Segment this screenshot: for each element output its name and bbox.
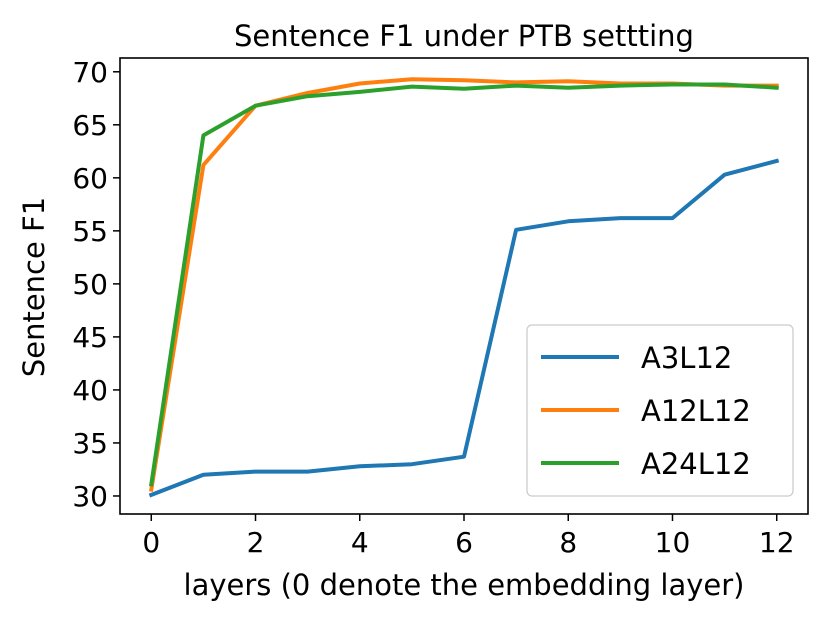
x-tick-label: 4 bbox=[351, 526, 369, 559]
y-axis-label: Sentence F1 bbox=[17, 197, 51, 377]
y-tick-label: 65 bbox=[72, 109, 108, 142]
y-tick-label: 50 bbox=[72, 268, 108, 301]
y-tick-label: 70 bbox=[72, 56, 108, 89]
y-axis-ticks: 30 35 40 45 50 55 60 65 70 bbox=[72, 56, 120, 513]
legend-box bbox=[526, 324, 794, 497]
legend-label-a3l12: A3L12 bbox=[641, 341, 732, 375]
y-tick-label: 30 bbox=[72, 480, 108, 513]
series-line-a3l12 bbox=[148, 158, 780, 498]
chart-title: Sentence F1 under PTB settting bbox=[234, 19, 694, 53]
series-line-a24l12 bbox=[149, 82, 779, 487]
legend: A3L12 A12L12 A24L12 bbox=[526, 324, 794, 497]
y-tick-label: 35 bbox=[72, 427, 108, 460]
y-tick-label: 55 bbox=[72, 215, 108, 248]
y-tick-label: 45 bbox=[72, 321, 108, 354]
x-tick-label: 8 bbox=[559, 526, 577, 559]
y-tick-label: 60 bbox=[72, 162, 108, 195]
x-tick-label: 0 bbox=[142, 526, 160, 559]
x-tick-label: 2 bbox=[247, 526, 265, 559]
x-tick-label: 10 bbox=[655, 526, 691, 559]
legend-label-a24l12: A24L12 bbox=[641, 447, 751, 481]
x-axis-ticks: 0 2 4 6 8 10 12 bbox=[142, 514, 795, 559]
x-tick-label: 6 bbox=[455, 526, 473, 559]
x-tick-label: 12 bbox=[759, 526, 795, 559]
series-layer bbox=[148, 77, 780, 498]
y-tick-label: 40 bbox=[72, 374, 108, 407]
x-axis-label: layers (0 denote the embedding layer) bbox=[184, 568, 745, 602]
legend-label-a12l12: A12L12 bbox=[641, 394, 751, 428]
